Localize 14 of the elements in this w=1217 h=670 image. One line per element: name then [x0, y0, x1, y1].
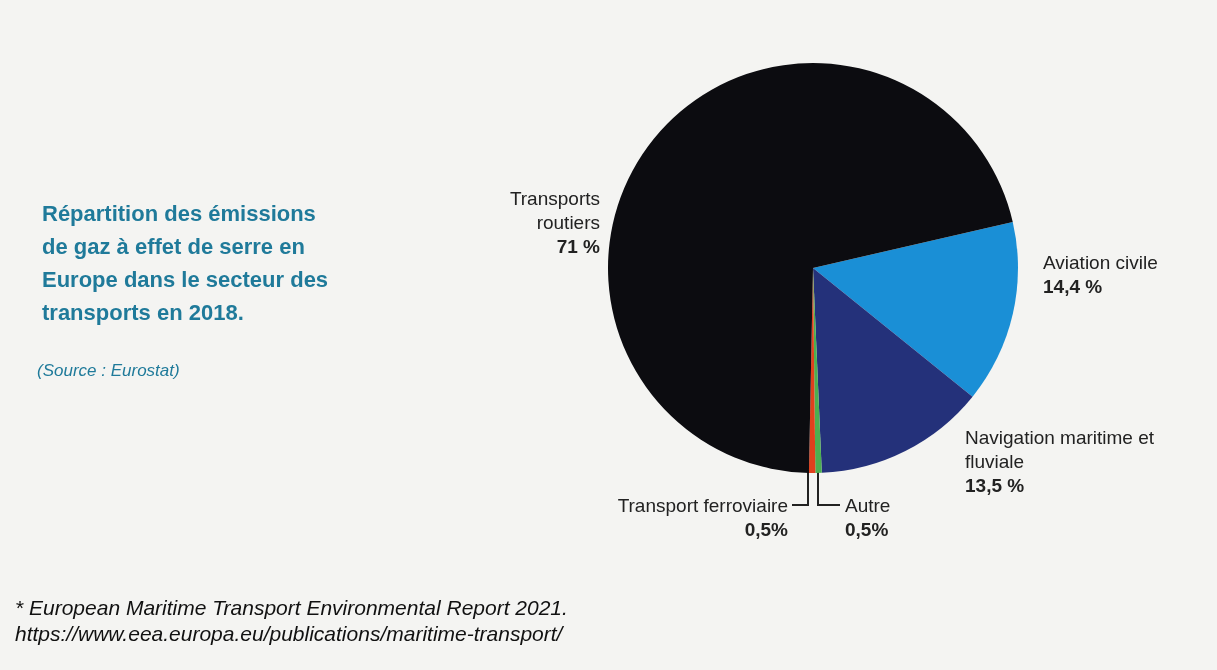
text: Répartition des émissions de gaz à effet de serre en Europe dans le secteur des transports en 2018. — [42, 201, 329, 325]
data-label: 71 % — [556, 235, 601, 257]
text: * European Maritime Transport Environmental Report 2021. — [15, 596, 568, 619]
text: https://www.eea.europa.eu/publications/maritime-transport/ — [15, 622, 565, 645]
slice-label: Aviation civile — [1043, 251, 1158, 273]
slice-label: Autre — [845, 494, 891, 516]
slice-label: Navigation maritime et fluviale — [965, 426, 1155, 472]
data-label: 13,5 % — [965, 474, 1025, 496]
data-label: 0,5% — [845, 518, 889, 540]
data-label: 14,4 % — [1043, 275, 1103, 297]
text: (Source : Eurostat) — [37, 361, 180, 380]
slice-label: Transports routiers — [509, 187, 600, 233]
data-label: 0,5% — [744, 518, 789, 540]
slice-label: Transport ferroviaire — [617, 494, 788, 516]
